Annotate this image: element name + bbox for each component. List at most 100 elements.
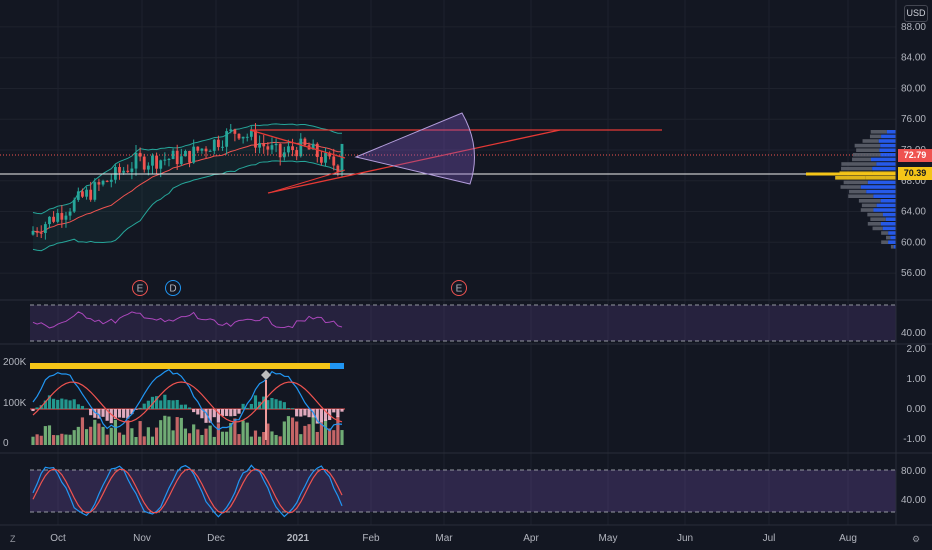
- volume-bar: [113, 419, 117, 445]
- rising-trendline: [267, 129, 561, 194]
- volume-bar: [303, 425, 307, 445]
- candle-body: [48, 216, 51, 225]
- candle-body: [52, 216, 55, 222]
- candle-body: [68, 211, 72, 216]
- volume-bar: [204, 428, 208, 445]
- histogram-bar: [237, 409, 241, 414]
- histogram-bar: [68, 400, 72, 409]
- volume-bar: [229, 423, 233, 445]
- price-pane[interactable]: [0, 123, 896, 252]
- histogram-bar: [278, 400, 282, 409]
- projection-sector: [354, 112, 475, 185]
- histogram-bar: [212, 409, 216, 418]
- time-tick-label: Feb: [362, 533, 380, 544]
- histogram-bar: [220, 409, 225, 416]
- histogram-bar: [241, 403, 245, 409]
- volume-profile-bar-up: [881, 231, 889, 235]
- volume-profile-bar-down: [866, 189, 896, 194]
- volume-profile-bar-down: [876, 203, 896, 208]
- histogram-bar: [109, 409, 113, 424]
- volume-bar: [311, 415, 315, 445]
- volume-bar: [286, 416, 291, 445]
- histogram-bar: [31, 409, 35, 412]
- volume-bar: [89, 426, 93, 445]
- histogram-bar: [192, 409, 196, 413]
- histogram-bar: [122, 409, 126, 418]
- volume-bar: [266, 423, 270, 445]
- rsi-pane: 40.00: [30, 304, 926, 342]
- rsi-tick-label: 40.00: [901, 328, 926, 339]
- volume-bar: [35, 434, 39, 445]
- drawings[interactable]: [249, 112, 662, 194]
- time-tick-label: Jun: [677, 533, 693, 544]
- candle-body: [303, 138, 307, 146]
- histogram-bar: [274, 399, 278, 409]
- candle-body: [138, 152, 142, 157]
- histogram-bar: [80, 405, 85, 409]
- candle-body: [229, 129, 233, 132]
- candle-body: [167, 159, 171, 161]
- price-tick-label: 56.00: [901, 268, 926, 279]
- volume-bar: [163, 415, 167, 445]
- histogram-bar: [282, 402, 286, 409]
- candle-body: [171, 150, 175, 160]
- histogram-bar: [175, 399, 179, 409]
- histogram-bar: [332, 409, 336, 413]
- candle-body: [105, 180, 109, 182]
- histogram-bar: [216, 409, 220, 423]
- volume-bar: [97, 423, 101, 445]
- volume-bar: [299, 434, 303, 445]
- candle-body: [43, 224, 47, 234]
- volume-bar: [138, 421, 142, 445]
- triangle-base: [271, 169, 346, 193]
- time-tick-label: Mar: [435, 533, 453, 544]
- volume-profile-bar-up: [854, 143, 881, 148]
- volume-bar: [290, 417, 295, 445]
- volume-bar: [93, 419, 97, 445]
- signal-line: [32, 381, 343, 423]
- histogram-bar: [101, 409, 105, 417]
- histogram-bar: [307, 409, 311, 418]
- histogram-bar: [200, 409, 204, 419]
- candle-body: [217, 139, 220, 148]
- histogram-bar: [249, 403, 253, 409]
- volume-bar: [47, 425, 52, 445]
- histogram-bar: [113, 409, 117, 419]
- zoom-button[interactable]: Z: [10, 534, 16, 544]
- volume-profile: [806, 130, 896, 249]
- stoch-k-line: [32, 464, 343, 518]
- volume-right-tick: 1.00: [907, 374, 927, 385]
- candle-body: [262, 143, 266, 147]
- volume-profile-bar-up: [886, 235, 891, 240]
- volume-profile-bar-up: [870, 217, 886, 221]
- histogram-bar: [266, 400, 270, 409]
- volume-profile-bar-down: [893, 245, 896, 249]
- volume-profile-bar-up: [849, 189, 867, 194]
- settings-icon[interactable]: ⚙: [912, 534, 921, 544]
- histogram-bar: [105, 409, 109, 421]
- volume-bar: [31, 436, 35, 445]
- volume-bar: [84, 429, 89, 445]
- volume-profile-bar-up: [852, 153, 881, 157]
- currency-button[interactable]: USD: [904, 5, 928, 22]
- candle-body: [175, 150, 179, 165]
- event-marker-label: E: [456, 284, 463, 295]
- histogram-bar: [43, 400, 47, 409]
- volume-profile-bar-down: [867, 180, 896, 185]
- volume-bar: [56, 435, 60, 445]
- bollinger-lower: [32, 160, 343, 252]
- volume-left-tick: 100K: [3, 398, 27, 409]
- histogram-bar: [167, 400, 171, 409]
- volume-profile-bar-down: [881, 134, 896, 139]
- volume-profile-bar-down: [880, 222, 896, 226]
- time-tick-label: Oct: [50, 533, 66, 544]
- volume-profile-bar-up: [867, 212, 883, 217]
- volume-profile-bar-up: [835, 176, 866, 180]
- histogram-bar: [163, 394, 167, 409]
- volume-bar: [315, 431, 319, 445]
- volume-profile-bar-down: [882, 226, 896, 231]
- volume-profile-bar-down: [888, 240, 896, 244]
